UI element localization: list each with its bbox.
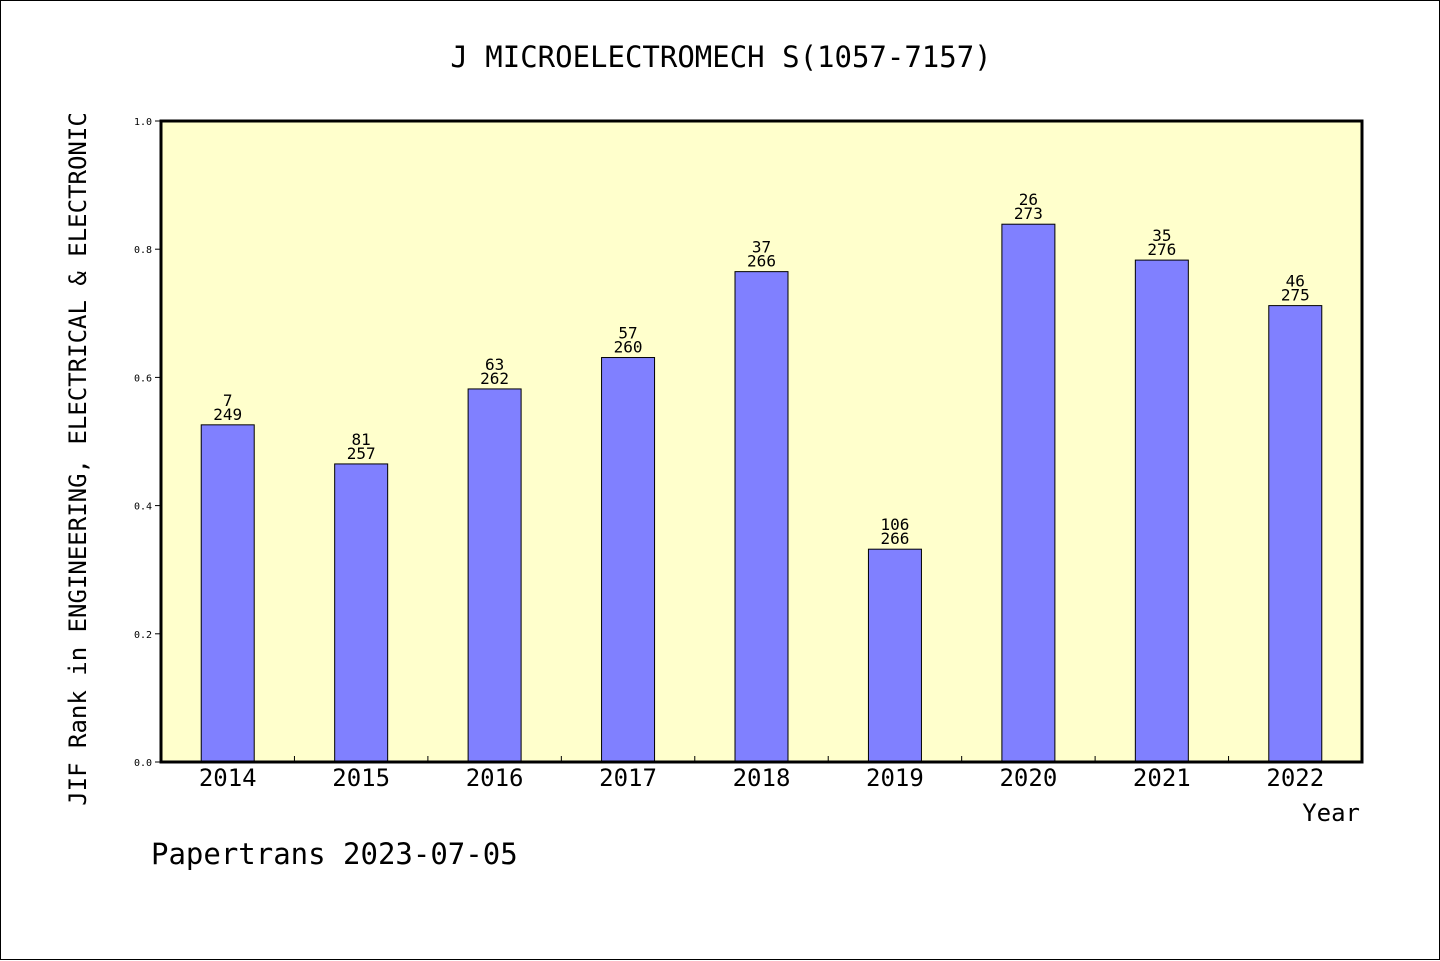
bar-rank-label-2014: 7 xyxy=(223,391,233,410)
x-tick-label-2020: 2020 xyxy=(999,764,1057,792)
bar-2021 xyxy=(1134,259,1189,763)
x-tick-label-2014: 2014 xyxy=(199,764,257,792)
bar-total-label-2017: 260 xyxy=(614,338,643,357)
bar-total-label-2022: 275 xyxy=(1281,286,1310,305)
bar-2016 xyxy=(467,388,522,763)
bar-total-label-2014: 249 xyxy=(213,405,242,424)
bar-total-label-2018: 266 xyxy=(747,252,776,271)
bar-total-label-2019: 266 xyxy=(880,529,909,548)
bar-2022 xyxy=(1268,305,1323,763)
x-tick-label-2022: 2022 xyxy=(1266,764,1324,792)
x-tick-label-2019: 2019 xyxy=(866,764,924,792)
bar-rank-label-2022: 46 xyxy=(1286,272,1305,291)
y-tick-label-0.8: 0.8 xyxy=(134,245,152,256)
ticks-layer: 2014 2015 2016 2017 2018 2019 2020 2021 2022 0.0 0… xyxy=(134,117,1324,792)
y-tick-label-0.6: 0.6 xyxy=(134,373,152,384)
y-tick-label-1.0: 1.0 xyxy=(134,117,152,128)
chart-title: J MICROELECTROMECH S(1057-7157) xyxy=(450,40,991,74)
y-tick-label-0.2: 0.2 xyxy=(134,630,152,641)
y-tick-label-0.0: 0.0 xyxy=(134,758,152,769)
footer-source-date: Papertrans 2023-07-05 xyxy=(151,837,518,871)
bar-2017 xyxy=(601,357,656,763)
y-axis-label: JIF Rank in ENGINEERING, ELECTRICAL & EL… xyxy=(64,112,92,806)
bar-rank-label-2020: 26 xyxy=(1019,190,1038,209)
bar-2015 xyxy=(334,463,389,763)
x-tick-label-2017: 2017 xyxy=(599,764,657,792)
bar-2018 xyxy=(734,271,789,763)
bar-rank-label-2017: 57 xyxy=(618,324,637,343)
bar-rank-label-2018: 37 xyxy=(752,238,771,257)
bar-2019 xyxy=(867,548,922,763)
plot-border xyxy=(159,119,1364,764)
x-axis-label: Year xyxy=(1302,799,1360,827)
bar-rank-label-2021: 35 xyxy=(1152,226,1171,245)
bar-total-label-2021: 276 xyxy=(1147,240,1176,259)
bar-2020 xyxy=(1001,223,1056,763)
x-tick-label-2016: 2016 xyxy=(466,764,524,792)
bar-rank-label-2019: 106 xyxy=(880,515,909,534)
x-tick-label-2018: 2018 xyxy=(733,764,791,792)
bar-total-label-2016: 262 xyxy=(480,369,509,388)
y-tick-label-0.4: 0.4 xyxy=(134,502,152,513)
bars-layer: 7249812576326257260372661062662627335276… xyxy=(200,190,1323,763)
bar-2014 xyxy=(200,424,255,763)
bar-rank-label-2016: 63 xyxy=(485,355,504,374)
bar-total-label-2015: 257 xyxy=(347,444,376,463)
x-tick-label-2015: 2015 xyxy=(332,764,390,792)
bar-rank-label-2015: 81 xyxy=(352,430,371,449)
bar-total-label-2020: 273 xyxy=(1014,204,1043,223)
x-tick-label-2021: 2021 xyxy=(1133,764,1191,792)
